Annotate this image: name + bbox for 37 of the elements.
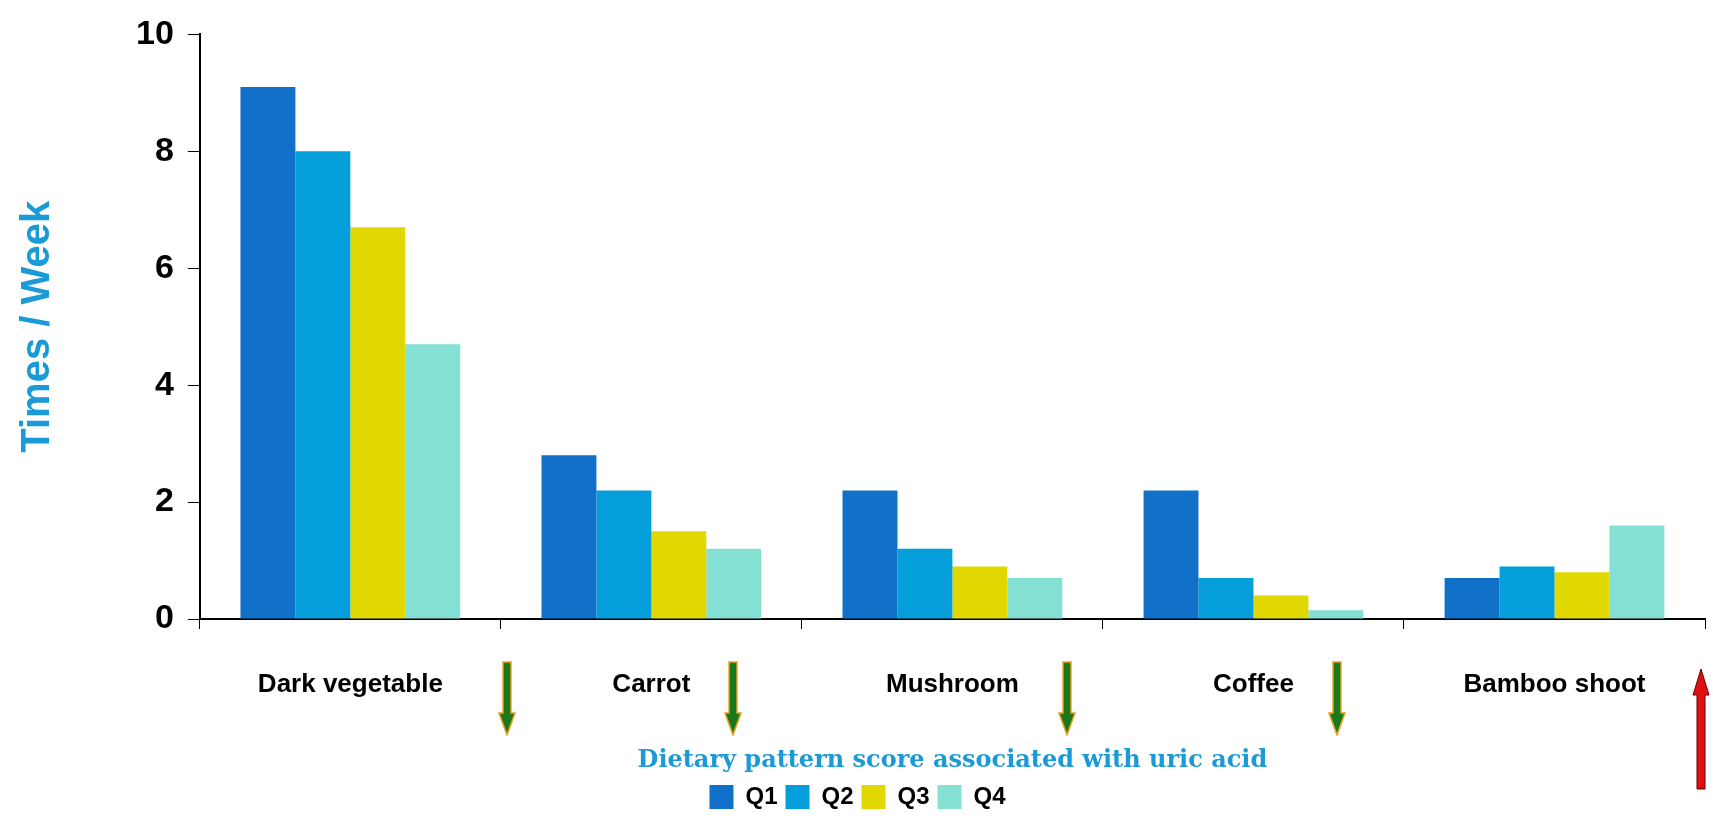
bar bbox=[1143, 490, 1199, 619]
bar bbox=[240, 87, 296, 619]
y-tick-label: 10 bbox=[135, 12, 174, 51]
bar bbox=[897, 548, 953, 619]
bar bbox=[1308, 610, 1364, 619]
bar bbox=[842, 490, 898, 619]
y-tick-label: 6 bbox=[154, 246, 174, 285]
bar bbox=[1499, 566, 1555, 619]
y-axis-title: Times / Week bbox=[13, 199, 58, 453]
x-axis-title: Dietary pattern score associated with uric acid bbox=[637, 743, 1268, 773]
y-tick-label: 0 bbox=[154, 597, 174, 636]
x-tick-label: Carrot bbox=[612, 667, 691, 698]
legend-label: Q2 bbox=[821, 781, 854, 809]
legend-label: Q4 bbox=[973, 781, 1007, 809]
bar bbox=[1198, 578, 1254, 619]
x-tick-label: Mushroom bbox=[885, 667, 1019, 698]
bar bbox=[1253, 595, 1309, 619]
bar bbox=[1554, 572, 1610, 619]
bar bbox=[295, 151, 351, 619]
bar bbox=[1609, 525, 1665, 619]
bar bbox=[1007, 578, 1063, 619]
bar bbox=[706, 548, 762, 619]
bar bbox=[1444, 578, 1500, 619]
y-tick-label: 2 bbox=[154, 480, 174, 519]
y-tick-label: 4 bbox=[154, 363, 174, 402]
bar bbox=[651, 531, 707, 619]
bar bbox=[952, 566, 1008, 619]
legend-label: Q1 bbox=[745, 781, 778, 809]
bar bbox=[541, 455, 597, 619]
bar bbox=[350, 227, 406, 619]
legend-label: Q3 bbox=[897, 781, 930, 809]
x-tick-label: Dark vegetable bbox=[257, 667, 443, 698]
bar bbox=[596, 490, 652, 619]
y-tick-label: 8 bbox=[154, 129, 174, 168]
x-tick-label: Coffee bbox=[1212, 667, 1294, 698]
bar bbox=[405, 344, 461, 619]
x-tick-label: Bamboo shoot bbox=[1463, 667, 1646, 698]
